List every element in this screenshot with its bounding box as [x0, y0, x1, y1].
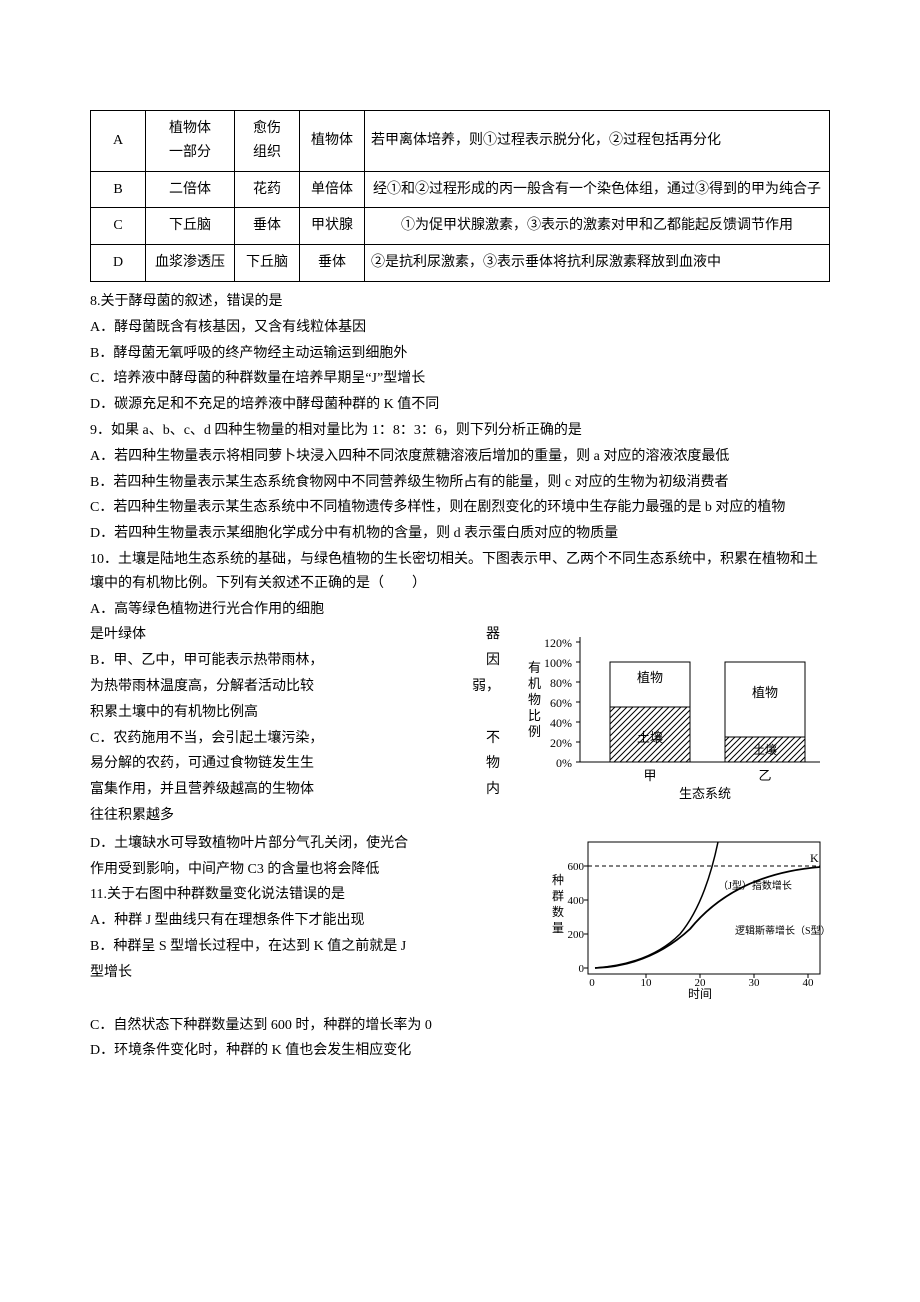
- cell: 单倍体: [300, 171, 365, 208]
- cell: 血浆渗透压: [146, 245, 235, 282]
- svg-text:600: 600: [568, 861, 585, 873]
- svg-text:80%: 80%: [550, 676, 572, 690]
- svg-text:甲: 甲: [643, 768, 656, 783]
- row-key: A: [91, 111, 146, 172]
- cell: 植物体一部分: [146, 111, 235, 172]
- svg-text:比: 比: [528, 708, 541, 723]
- cell: 花药: [235, 171, 300, 208]
- cell: 下丘脑: [235, 245, 300, 282]
- cell: 二倍体: [146, 171, 235, 208]
- wrap-char: 因: [486, 649, 500, 673]
- wrap-char: 内: [486, 778, 500, 802]
- svg-text:（J型）指数增长: （J型）指数增长: [718, 879, 792, 892]
- svg-text:0: 0: [589, 977, 595, 989]
- wrap-char: 器: [486, 623, 500, 647]
- cell-desc: ②是抗利尿激素，③表示垂体将抗利尿激素释放到血液中: [365, 245, 830, 282]
- svg-text:时间: 时间: [688, 987, 712, 999]
- svg-text:30: 30: [749, 977, 761, 989]
- organic-matter-chart: 0% 20% 40% 60% 80% 100% 120% 植物 土壤 植物 土壤…: [510, 602, 830, 811]
- q9-option-d: D．若四种生物量表示某细胞化学成分中有机物的含量，则 d 表示蛋白质对应的物质量: [90, 522, 830, 546]
- svg-text:乙: 乙: [758, 768, 771, 783]
- row-key: B: [91, 171, 146, 208]
- q9-option-c: C．若四种生物量表示某生态系统中不同植物遗传多样性，则在剧烈变化的环境中生存能力…: [90, 496, 830, 520]
- svg-text:0%: 0%: [556, 756, 572, 770]
- svg-text:逻辑斯蒂增长（S型）: 逻辑斯蒂增长（S型）: [735, 924, 830, 937]
- population-growth-chart: 0 200 400 600 K （J型）指数增长 逻辑斯蒂增长（S型） 0 10…: [540, 834, 830, 1008]
- q9-option-a: A．若四种生物量表示将相同萝卜块浸入四种不同浓度蔗糖溶液后增加的重量，则 a 对…: [90, 445, 830, 469]
- svg-text:种: 种: [552, 873, 564, 887]
- cell: 甲状腺: [300, 208, 365, 245]
- q9-option-b: B．若四种生物量表示某生态系统食物网中不同营养级生物所占有的能量，则 c 对应的…: [90, 471, 830, 495]
- svg-text:0: 0: [579, 963, 585, 975]
- q8-option-c: C．培养液中酵母菌的种群数量在培养早期呈“J”型增长: [90, 367, 830, 391]
- cell-desc: 经①和②过程形成的丙一般含有一个染色体组，通过③得到的甲为纯合子: [365, 171, 830, 208]
- cell: 垂体: [300, 245, 365, 282]
- cell-desc: ①为促甲状腺激素，③表示的激素对甲和乙都能起反馈调节作用: [365, 208, 830, 245]
- svg-text:40%: 40%: [550, 716, 572, 730]
- svg-text:土壤: 土壤: [753, 742, 777, 757]
- q8-stem: 8.关于酵母菌的叙述，错误的是: [90, 290, 830, 314]
- svg-text:例: 例: [528, 724, 541, 739]
- cell-desc: 若甲离体培养，则①过程表示脱分化，②过程包括再分化: [365, 111, 830, 172]
- svg-text:物: 物: [528, 692, 541, 707]
- cell: 下丘脑: [146, 208, 235, 245]
- q10-stem: 10．土壤是陆地生态系统的基础，与绿色植物的生长密切相关。下图表示甲、乙两个不同…: [90, 548, 830, 596]
- cell: 垂体: [235, 208, 300, 245]
- svg-text:生态系统: 生态系统: [679, 786, 731, 801]
- svg-text:40: 40: [803, 977, 815, 989]
- cell: 愈伤组织: [235, 111, 300, 172]
- q8-option-d: D．碳源充足和不充足的培养液中酵母菌种群的 K 值不同: [90, 393, 830, 417]
- svg-text:120%: 120%: [544, 636, 572, 650]
- svg-text:植物: 植物: [637, 670, 663, 685]
- svg-text:10: 10: [641, 977, 653, 989]
- svg-text:植物: 植物: [752, 685, 778, 700]
- q11-option-c: C．自然状态下种群数量达到 600 时，种群的增长率为 0: [90, 1014, 830, 1038]
- q11-option-d: D．环境条件变化时，种群的 K 值也会发生相应变化: [90, 1039, 830, 1063]
- row-key: D: [91, 245, 146, 282]
- svg-text:数: 数: [552, 904, 564, 919]
- q9-stem: 9．如果 a、b、c、d 四种生物量的相对量比为 1：8：3：6，则下列分析正确…: [90, 419, 830, 443]
- svg-text:机: 机: [528, 676, 541, 691]
- wrap-char: 不: [486, 727, 500, 751]
- svg-text:60%: 60%: [550, 696, 572, 710]
- svg-text:400: 400: [568, 895, 585, 907]
- svg-text:K: K: [810, 851, 819, 865]
- ylabel-char: 有: [528, 660, 541, 675]
- svg-text:100%: 100%: [544, 656, 572, 670]
- wrap-char: 弱，: [472, 675, 500, 699]
- comparison-table: A 植物体一部分 愈伤组织 植物体 若甲离体培养，则①过程表示脱分化，②过程包括…: [90, 110, 830, 282]
- svg-text:200: 200: [568, 929, 585, 941]
- svg-text:量: 量: [552, 921, 564, 935]
- svg-text:20%: 20%: [550, 736, 572, 750]
- svg-text:土壤: 土壤: [637, 730, 663, 745]
- cell: 植物体: [300, 111, 365, 172]
- row-key: C: [91, 208, 146, 245]
- q8-option-a: A．酵母菌既含有核基因，又含有线粒体基因: [90, 316, 830, 340]
- svg-text:群: 群: [552, 889, 564, 903]
- wrap-char: 物: [486, 752, 500, 776]
- q8-option-b: B．酵母菌无氧呼吸的终产物经主动运输运到细胞外: [90, 342, 830, 366]
